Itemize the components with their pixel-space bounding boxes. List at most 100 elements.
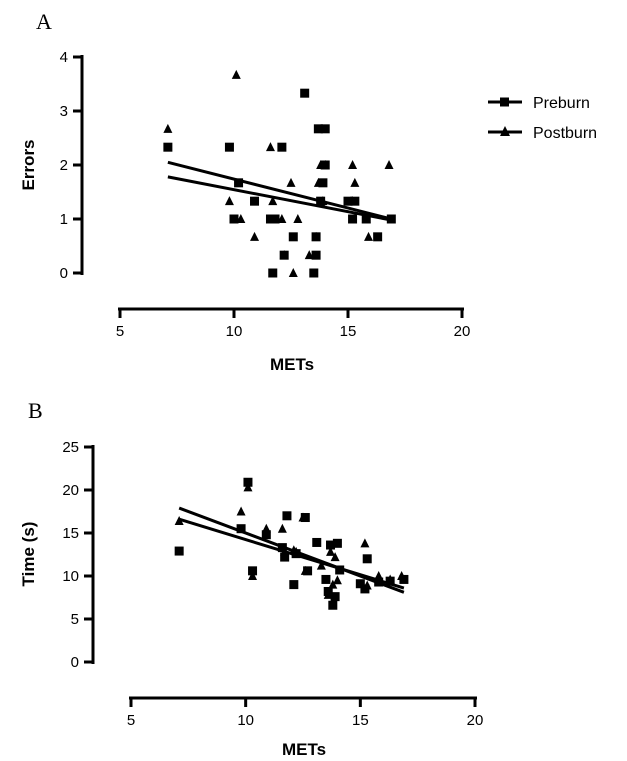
- panel-b-point-postburn: [330, 552, 340, 562]
- panel-b-point-postburn: [248, 571, 258, 580]
- panel-a-point-preburn: [234, 178, 244, 188]
- panel-a-point-postburn: [361, 214, 371, 223]
- panel-a-point-preburn: [288, 232, 298, 242]
- panel-a-x-tick-label: 5: [116, 323, 124, 340]
- panel-a-plot: 0 1 2 3 4 5 10 15 20: [60, 49, 471, 340]
- panel-a-point-postburn: [384, 160, 394, 169]
- panel-a-point-preburn: [277, 142, 287, 152]
- panel-b-point-postburn: [385, 574, 395, 584]
- panel-a-point-postburn: [304, 250, 314, 260]
- panel-b-point-preburn: [330, 592, 340, 602]
- panel-a-x-axis-title: METs: [270, 355, 314, 374]
- panel-b-point-postburn: [326, 546, 336, 556]
- legend-preburn-square-icon: [500, 97, 509, 107]
- panel-b-point-postburn: [360, 538, 370, 548]
- panel-b-point-preburn: [277, 543, 287, 553]
- panel-a-point-postburn: [279, 250, 289, 260]
- panel-b-point-preburn: [312, 537, 322, 547]
- panel-a-x-tick-label: 15: [340, 323, 357, 340]
- panel-b-point-postburn: [374, 571, 384, 580]
- panel-b-point-preburn: [248, 566, 258, 576]
- panel-a-point-postburn: [265, 142, 275, 152]
- panel-a-point-preburn: [163, 142, 173, 152]
- panel-a-point-preburn: [229, 214, 239, 224]
- panel-b-y-tick-label: 20: [62, 482, 79, 499]
- panel-a-point-postburn: [293, 214, 303, 223]
- panel-a-point-postburn: [286, 177, 296, 187]
- panel-a-point-postburn: [224, 196, 234, 206]
- panel-b-point-preburn: [335, 565, 345, 575]
- panel-b-point-preburn: [174, 546, 184, 556]
- panel-b-point-postburn: [362, 580, 372, 590]
- panel-a-point-postburn: [348, 160, 358, 169]
- panel-b-x-axis-title: METs: [282, 740, 326, 759]
- panel-a-point-preburn: [311, 250, 321, 260]
- panel-a-point-preburn: [313, 124, 323, 134]
- panel-b: B 0 5 10 15 20 25 5 10 15 20 METs Time (s): [19, 398, 483, 759]
- panel-a-label: A: [36, 9, 52, 34]
- panel-a-point-postburn: [236, 214, 246, 223]
- panel-b-x-tick-label: 20: [467, 712, 484, 729]
- panel-a-point-preburn: [373, 232, 383, 242]
- panel-a-point-preburn: [270, 214, 280, 224]
- panel-b-point-postburn: [243, 482, 253, 492]
- panel-b-y-tick-label: 10: [62, 568, 79, 585]
- legend-label-postburn: Postburn: [533, 125, 597, 142]
- legend-entry-postburn: Postburn: [488, 125, 597, 142]
- panel-b-label: B: [28, 398, 43, 423]
- panel-a-point-postburn: [288, 268, 298, 277]
- panel-a-point-postburn: [313, 177, 323, 187]
- panel-a-point-preburn: [318, 178, 328, 188]
- panel-a-y-tick-label: 0: [60, 265, 68, 282]
- panel-a-point-preburn: [348, 214, 358, 224]
- panel-a-point-postburn: [277, 214, 287, 223]
- panel-b-x-tick-label: 10: [237, 712, 254, 729]
- panel-a-y-axis-title: Errors: [19, 139, 38, 190]
- panel-a-point-preburn: [268, 268, 278, 278]
- panel-b-y-tick-label: 25: [62, 439, 79, 456]
- panel-b-y-tick-label: 0: [71, 654, 79, 671]
- panel-a-y-tick-label: 2: [60, 157, 68, 174]
- panel-a-point-preburn: [309, 268, 319, 278]
- panel-b-point-postburn: [300, 565, 310, 575]
- panel-a-point-postburn: [250, 231, 260, 241]
- panel-a-x-tick-label: 10: [226, 323, 243, 340]
- legend: Preburn Postburn: [488, 95, 597, 142]
- panel-a-point-preburn: [250, 196, 260, 206]
- panel-a-point-preburn: [320, 124, 330, 134]
- panel-a-point-postburn: [364, 231, 374, 241]
- panel-a-point-postburn: [320, 160, 330, 169]
- panel-b-point-postburn: [323, 589, 333, 599]
- panel-a-y-tick-label: 1: [60, 211, 68, 228]
- panel-b-point-postburn: [298, 512, 308, 522]
- panel-b-plot: 0 5 10 15 20 25 5 10 15 20: [62, 439, 483, 729]
- panel-a-point-preburn: [343, 196, 353, 206]
- legend-postburn-triangle-icon: [500, 126, 510, 136]
- panel-a-point-preburn: [265, 214, 275, 224]
- panel-a-y-tick-label: 4: [60, 49, 68, 66]
- panel-b-point-preburn: [243, 477, 253, 487]
- panel-a-point-postburn: [311, 231, 321, 241]
- panel-b-point-preburn: [280, 552, 290, 562]
- panel-a-point-postburn: [163, 123, 173, 133]
- panel-b-point-postburn: [280, 546, 290, 556]
- panel-b-point-preburn: [236, 524, 246, 534]
- panel-a-point-postburn: [318, 196, 328, 206]
- panel-a-point-preburn: [224, 142, 234, 152]
- panel-a-point-postburn: [268, 196, 278, 206]
- panel-a-y-tick-label: 3: [60, 103, 68, 120]
- panel-b-point-postburn: [328, 579, 338, 589]
- panel-b-y-tick-label: 15: [62, 525, 79, 542]
- panel-b-point-preburn: [289, 580, 299, 590]
- panel-b-point-postburn: [291, 546, 301, 556]
- panel-b-y-tick-label: 5: [71, 611, 79, 628]
- panel-a-point-preburn: [300, 88, 310, 98]
- panel-b-point-preburn: [321, 574, 331, 584]
- legend-label-preburn: Preburn: [533, 95, 590, 112]
- panel-a-x-tick-label: 20: [454, 323, 471, 340]
- panel-a-point-postburn: [348, 196, 358, 206]
- panel-b-point-preburn: [362, 554, 372, 564]
- panel-a-fit-line-postburn: [167, 175, 392, 222]
- panel-b-point-preburn: [374, 577, 384, 587]
- panel-b-x-tick-label: 5: [127, 712, 135, 729]
